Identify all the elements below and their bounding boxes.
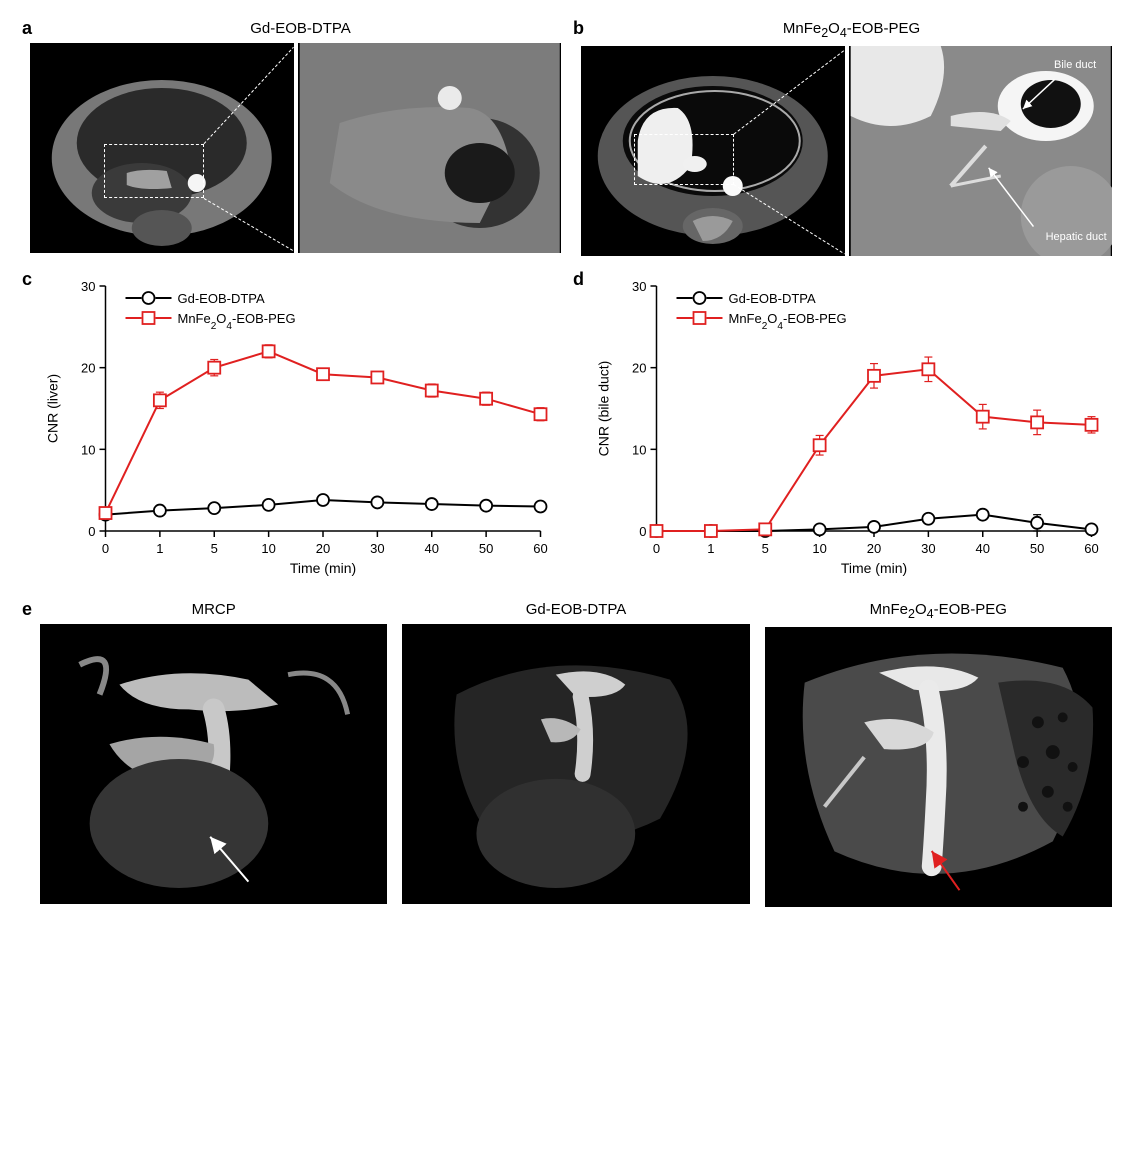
e-sub-mrcp: MRCP (40, 601, 387, 907)
svg-text:Time (min): Time (min) (290, 560, 356, 576)
svg-text:40: 40 (976, 541, 990, 556)
svg-text:30: 30 (921, 541, 935, 556)
zoom-rect-a (104, 144, 204, 199)
svg-text:Time (min): Time (min) (841, 560, 907, 576)
zoom-rect-b (634, 134, 734, 184)
svg-text:30: 30 (632, 279, 646, 294)
chart-c: 0 10 20 30 0 1 5 10 20 30 40 50 60 Time (min) CNR (liv… (30, 271, 561, 586)
svg-text:40: 40 (425, 541, 439, 556)
panel-label-d: d (573, 269, 584, 290)
mri-b-main (581, 46, 845, 256)
svg-text:1: 1 (707, 541, 714, 556)
panel-label-c: c (22, 269, 32, 290)
e-img-mnfe (765, 627, 1112, 907)
arrow-mrcp (40, 624, 387, 904)
svg-text:5: 5 (762, 541, 769, 556)
svg-text:10: 10 (632, 442, 646, 457)
svg-text:CNR (liver): CNR (liver) (45, 374, 61, 443)
arrow-hepatic-duct (849, 46, 1113, 256)
panel-e: e MRCP (30, 601, 1112, 907)
e-title-mnfe: MnFe2O4-EOB-PEG (765, 601, 1112, 621)
e-sub-mnfe: MnFe2O4-EOB-PEG (765, 601, 1112, 907)
panel-label-b: b (573, 18, 584, 39)
svg-text:0: 0 (639, 524, 646, 539)
svg-text:20: 20 (81, 361, 95, 376)
svg-text:30: 30 (81, 279, 95, 294)
svg-text:50: 50 (1030, 541, 1044, 556)
svg-text:MnFe2O4-EOB-PEG: MnFe2O4-EOB-PEG (729, 311, 847, 332)
panel-a-images (30, 43, 561, 253)
svg-text:CNR (bile duct): CNR (bile duct) (596, 361, 612, 457)
chart-d: 0 10 20 30 0 1 5 10 20 30 40 50 60 Time (min) CNR (bil… (581, 271, 1112, 586)
panel-label-e: e (22, 599, 32, 620)
e-title-mrcp: MRCP (40, 601, 387, 618)
svg-text:20: 20 (632, 361, 646, 376)
panel-b: b MnFe2O4-EOB-PEG (581, 20, 1112, 256)
e-sub-gd: Gd-EOB-DTPA (402, 601, 749, 907)
row-cd: c 0102030015102030405060Time (min)CNR (l… (30, 271, 1112, 586)
svg-text:0: 0 (102, 541, 109, 556)
e-img-gd (402, 624, 749, 904)
panel-c: c 0102030015102030405060Time (min)CNR (l… (30, 271, 561, 586)
svg-text:20: 20 (867, 541, 881, 556)
svg-text:60: 60 (533, 541, 547, 556)
panel-b-images: Bile duct Hepatic duct (581, 46, 1112, 256)
panel-b-title: MnFe2O4-EOB-PEG (591, 20, 1112, 40)
svg-text:50: 50 (479, 541, 493, 556)
mri-b-zoom: Bile duct Hepatic duct (849, 46, 1113, 256)
figure-root: a Gd-EOB-DTPA (30, 20, 1112, 907)
svg-text:60: 60 (1084, 541, 1098, 556)
arrow-mnfe (765, 627, 1112, 907)
panel-a: a Gd-EOB-DTPA (30, 20, 561, 256)
e-img-mrcp (40, 624, 387, 904)
svg-text:0: 0 (88, 524, 95, 539)
svg-text:10: 10 (81, 442, 95, 457)
svg-text:20: 20 (316, 541, 330, 556)
panel-a-title: Gd-EOB-DTPA (40, 20, 561, 37)
panel-d: d 0102030015102030405060Time (min)CNR (b… (581, 271, 1112, 586)
panel-e-row: MRCP (40, 601, 1112, 907)
mri-a-zoom (298, 43, 562, 253)
svg-text:1: 1 (156, 541, 163, 556)
svg-text:0: 0 (653, 541, 660, 556)
row-ab: a Gd-EOB-DTPA (30, 20, 1112, 256)
svg-text:Gd-EOB-DTPA: Gd-EOB-DTPA (178, 291, 265, 306)
panel-label-a: a (22, 18, 32, 39)
svg-text:5: 5 (211, 541, 218, 556)
svg-text:10: 10 (261, 541, 275, 556)
svg-text:30: 30 (370, 541, 384, 556)
mri-a-main (30, 43, 294, 253)
svg-text:10: 10 (812, 541, 826, 556)
svg-text:MnFe2O4-EOB-PEG: MnFe2O4-EOB-PEG (178, 311, 296, 332)
svg-text:Gd-EOB-DTPA: Gd-EOB-DTPA (729, 291, 816, 306)
e-title-gd: Gd-EOB-DTPA (402, 601, 749, 618)
